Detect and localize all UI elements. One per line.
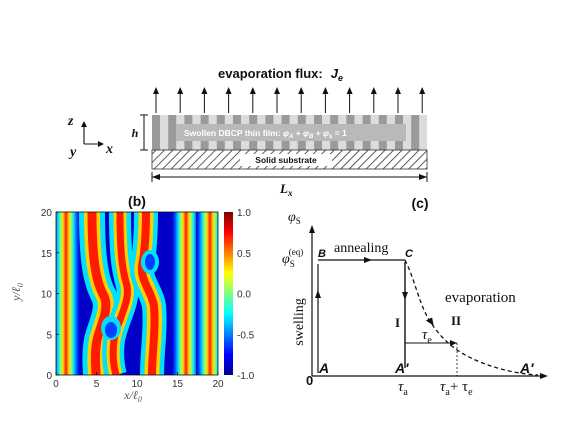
panel-b-ylabel: y/ℓ0 [9, 283, 25, 302]
colorbar-tick-label: -0.5 [237, 330, 255, 341]
x-tick-label: 10 [131, 379, 143, 390]
density-map [56, 212, 218, 375]
point-A: A [318, 360, 329, 376]
x-tick-label: 0 [53, 379, 59, 390]
annealing-label: annealing [334, 241, 388, 256]
y-tick-label: 20 [41, 208, 53, 219]
panel-b-xlabel: x/ℓ0 [123, 388, 142, 404]
colorbar-tick-label: 0.5 [237, 249, 251, 260]
y-tick-label: 0 [46, 371, 52, 382]
panel-b-label: (b) [128, 193, 146, 209]
film-stripe [411, 115, 420, 150]
film-stripe [168, 115, 177, 150]
panel-a-schematic: evaporation flux: Je Swollen DBCP thin fi… [67, 66, 428, 198]
film-label: Swollen DBCP thin film: φA + φB + φs = 1 [184, 128, 347, 140]
stage-I-label: I [395, 315, 400, 330]
panel-c-process-diagram: (c) φS φS(eq) swelling annealing B C A A… [282, 195, 548, 398]
y-tick-label: 15 [41, 249, 53, 260]
axes-triad: z y x [67, 114, 113, 160]
y-tick-label: 10 [41, 290, 53, 301]
film-label-box [176, 124, 406, 141]
flux-arrow [274, 87, 280, 113]
flux-arrow [201, 87, 208, 113]
flux-arrow [395, 87, 401, 113]
swelling-label: swelling [292, 298, 307, 345]
flux-arrow [298, 87, 305, 113]
flux-arrow [177, 87, 184, 113]
point-A-prime-2: A′ [519, 360, 534, 376]
substrate-label-box [240, 154, 332, 166]
panel-c-label: (c) [411, 195, 428, 211]
stage-II-label: II [451, 313, 461, 328]
colorbar-tick-label: -1.0 [237, 371, 255, 382]
x-tick-label: 20 [212, 379, 224, 390]
width-label: Lx [279, 181, 293, 198]
height-label: h [132, 126, 139, 140]
axis-x: x [105, 142, 113, 157]
flux-arrow [346, 87, 353, 113]
point-B: B [318, 248, 326, 260]
flux-arrow [153, 87, 159, 113]
flux-arrow [370, 87, 377, 113]
axis-z: z [67, 114, 74, 129]
tau-a-plus-tau-e-label: τa+ τe [440, 379, 473, 398]
flux-label: evaporation flux: Je [218, 66, 343, 83]
flux-arrows [153, 87, 426, 113]
x-tick-label: 5 [94, 379, 100, 390]
colorbar-ticks: 1.0 0.5 0.0 -0.5 -1.0 [237, 208, 255, 382]
colorbar [224, 212, 233, 375]
point-C: C [405, 248, 414, 260]
flux-arrow [419, 87, 426, 113]
film-stripe [152, 115, 160, 150]
colorbar-tick-label: 1.0 [237, 208, 251, 219]
y-tick-label: 5 [46, 330, 52, 341]
phi-s-axis-label: φS [288, 210, 301, 226]
point-A-prime-1: A′ [394, 360, 409, 376]
panel-b-ticks: 0 5 10 15 20 20 15 10 5 0 [41, 208, 224, 390]
substrate-label: Solid substrate [255, 155, 317, 165]
flux-arrow [249, 87, 256, 113]
axis-y: y [68, 145, 77, 160]
tau-a-label: τa [398, 379, 408, 398]
phi-eq-label: φS(eq) [282, 247, 303, 269]
colorbar-tick-label: 0.0 [237, 290, 251, 301]
evaporation-label: evaporation [445, 290, 516, 306]
flux-arrow [225, 87, 232, 113]
x-tick-label: 15 [172, 379, 184, 390]
tau-e-label: τe [422, 327, 432, 346]
origin-label: 0 [306, 373, 313, 388]
flux-arrow [322, 87, 329, 113]
